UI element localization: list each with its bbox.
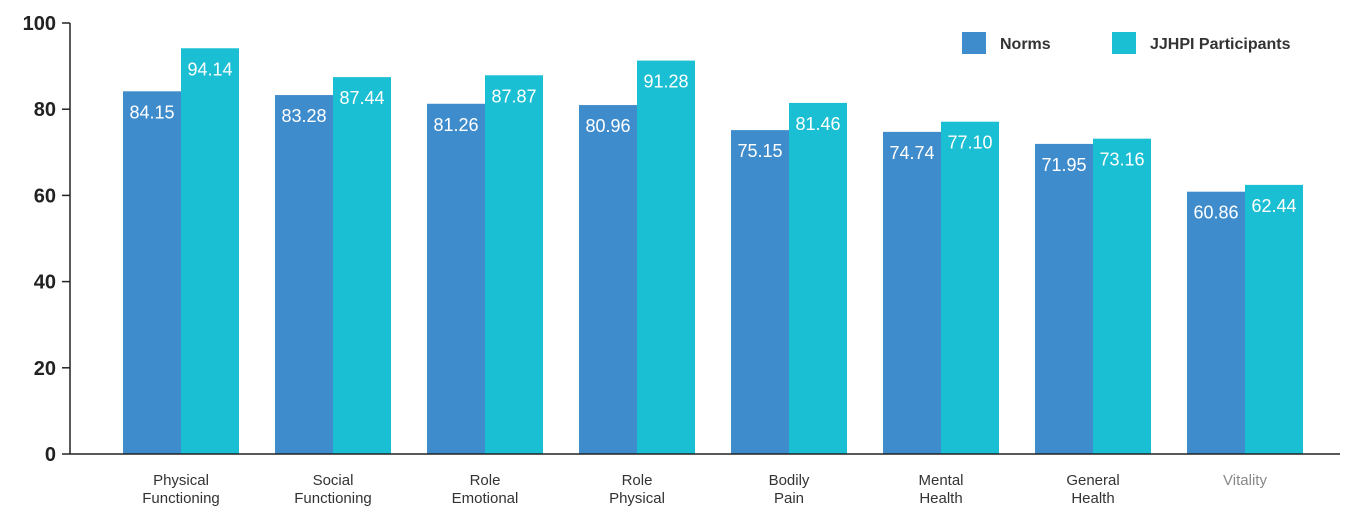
x-category-label-line: Social (313, 472, 354, 489)
x-category-label: Vitality (1223, 472, 1267, 489)
norms-value-label: 75.15 (737, 141, 782, 161)
participants-bar (1245, 184, 1303, 454)
norms-bar (427, 103, 485, 454)
norms-bar (883, 131, 941, 454)
x-category-label: Physical Functioning (142, 472, 220, 506)
x-category-label-line: Functioning (294, 490, 372, 506)
x-category-label: Role Emotional (452, 472, 519, 506)
norms-bar (1035, 143, 1093, 454)
participants-bar (181, 48, 239, 455)
x-category-label-line: Health (919, 490, 962, 506)
participants-bar (1093, 138, 1151, 454)
y-tick-label: 0 (45, 444, 56, 466)
participants-bar (485, 75, 543, 454)
norms-bar (579, 105, 637, 454)
norms-value-label: 83.28 (281, 106, 326, 126)
norms-bar (1187, 191, 1245, 454)
norms-value-label: 60.86 (1193, 203, 1238, 223)
value-labels-group: 84.15 94.14 83.28 87.44 81.26 87.87 80.96 91.28… (129, 59, 1296, 222)
y-tick-label: 100 (23, 13, 56, 35)
participants-value-label: 73.16 (1099, 150, 1144, 170)
y-tick-label: 80 (34, 99, 56, 121)
legend-swatch-norms (962, 32, 986, 54)
participants-value-label: 87.87 (491, 86, 536, 106)
participants-value-label: 87.44 (339, 88, 384, 108)
x-category-label: Role Physical (609, 472, 665, 506)
norms-bar (123, 91, 181, 454)
participants-value-label: 77.10 (947, 133, 992, 153)
x-category-label: Bodily Pain (769, 472, 810, 506)
y-tick-label: 40 (34, 272, 56, 294)
legend-swatch-participants (1112, 32, 1136, 54)
y-axis: 0 20 40 60 80 100 (23, 13, 71, 466)
x-category-label-line: Vitality (1223, 472, 1267, 489)
norms-value-label: 74.74 (889, 143, 934, 163)
norms-bar (275, 95, 333, 454)
participants-value-label: 62.44 (1251, 196, 1296, 216)
participants-value-label: 94.14 (187, 59, 232, 79)
y-tick-label: 20 (34, 358, 56, 380)
x-category-label: Mental Health (918, 472, 963, 506)
x-category-label: Social Functioning (294, 472, 372, 506)
x-category-label-line: Role (622, 472, 653, 489)
x-category-label: General Health (1066, 472, 1119, 506)
norms-value-label: 71.95 (1041, 155, 1086, 175)
legend: Norms JJHPI Participants (962, 32, 1291, 54)
norms-value-label: 80.96 (585, 116, 630, 136)
participants-bar (637, 60, 695, 455)
participants-bar (333, 77, 391, 454)
x-category-label-line: Health (1071, 490, 1114, 506)
x-category-label-line: Mental (918, 472, 963, 489)
x-category-label-line: Physical (609, 490, 665, 506)
participants-value-label: 91.28 (643, 72, 688, 92)
norms-value-label: 84.15 (129, 102, 174, 122)
y-tick-label: 60 (34, 185, 56, 207)
x-category-label-line: Functioning (142, 490, 220, 506)
norms-bar (731, 130, 789, 454)
x-category-label-line: Pain (774, 490, 804, 506)
legend-label-participants: JJHPI Participants (1150, 36, 1291, 53)
x-category-label-line: Role (470, 472, 501, 489)
participants-bar (789, 102, 847, 454)
norms-value-label: 81.26 (433, 115, 478, 135)
x-category-label-line: General (1066, 472, 1119, 489)
legend-label-norms: Norms (1000, 36, 1051, 53)
participants-value-label: 81.46 (795, 114, 840, 134)
x-category-label-line: Bodily (769, 472, 810, 489)
participants-bar (941, 121, 999, 454)
x-category-label-line: Emotional (452, 490, 519, 506)
bars-group (123, 48, 1303, 455)
x-category-label-line: Physical (153, 472, 209, 489)
